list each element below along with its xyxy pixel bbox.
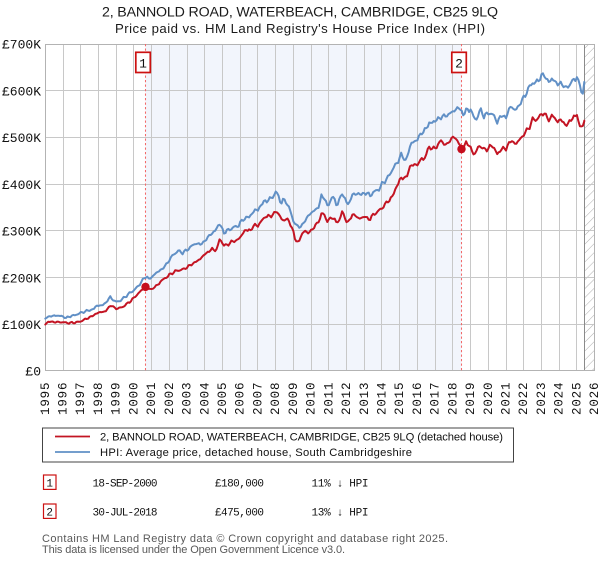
svg-text:1995: 1995 <box>39 383 53 416</box>
svg-text:HPI: Average price, detached h: HPI: Average price, detached house, Sout… <box>100 447 412 459</box>
svg-text:2022: 2022 <box>517 383 531 416</box>
svg-text:2000: 2000 <box>127 383 141 416</box>
svg-text:2016: 2016 <box>411 383 425 416</box>
svg-text:2025: 2025 <box>570 383 584 416</box>
svg-text:This data is licensed under th: This data is licensed under the Open Gov… <box>42 544 345 556</box>
svg-text:2: 2 <box>455 56 463 71</box>
svg-text:2001: 2001 <box>145 383 159 416</box>
svg-text:1: 1 <box>46 478 53 490</box>
svg-text:2019: 2019 <box>464 383 478 416</box>
svg-text:2: 2 <box>46 507 53 519</box>
svg-text:1999: 1999 <box>110 383 124 416</box>
svg-text:1998: 1998 <box>92 383 106 416</box>
svg-text:2010: 2010 <box>305 383 319 416</box>
svg-text:Contains HM Land Registry data: Contains HM Land Registry data © Crown c… <box>42 533 448 545</box>
svg-text:£300K: £300K <box>2 225 41 240</box>
svg-text:11% ↓ HPI: 11% ↓ HPI <box>312 479 369 491</box>
svg-text:1996: 1996 <box>57 383 71 416</box>
svg-text:£0: £0 <box>25 365 41 380</box>
svg-text:Price paid vs. HM Land Registr: Price paid vs. HM Land Registry's House … <box>115 21 485 36</box>
svg-text:2006: 2006 <box>234 383 248 416</box>
svg-text:2011: 2011 <box>322 383 336 416</box>
svg-text:£600K: £600K <box>2 84 41 99</box>
svg-text:2007: 2007 <box>251 383 265 416</box>
svg-text:2018: 2018 <box>446 383 460 416</box>
svg-text:2002: 2002 <box>163 383 177 416</box>
svg-text:2013: 2013 <box>358 383 372 416</box>
svg-text:£200K: £200K <box>2 271 41 286</box>
svg-text:£100K: £100K <box>2 318 41 333</box>
svg-text:2015: 2015 <box>393 383 407 416</box>
svg-text:£400K: £400K <box>2 178 41 193</box>
svg-text:2014: 2014 <box>376 383 390 416</box>
svg-text:2009: 2009 <box>287 383 301 416</box>
svg-text:2021: 2021 <box>500 383 514 416</box>
svg-text:2026: 2026 <box>588 383 600 416</box>
svg-text:13% ↓ HPI: 13% ↓ HPI <box>312 508 369 520</box>
svg-text:2012: 2012 <box>340 383 354 416</box>
svg-text:£500K: £500K <box>2 131 41 146</box>
svg-text:2020: 2020 <box>482 383 496 416</box>
svg-text:2023: 2023 <box>535 383 549 416</box>
svg-text:£180,000: £180,000 <box>215 479 264 491</box>
svg-text:£475,000: £475,000 <box>215 508 264 520</box>
svg-text:2003: 2003 <box>181 383 195 416</box>
svg-text:1997: 1997 <box>74 383 88 416</box>
svg-text:2024: 2024 <box>553 383 567 416</box>
svg-text:2, BANNOLD ROAD, WATERBEACH, C: 2, BANNOLD ROAD, WATERBEACH, CAMBRIDGE, … <box>102 5 498 21</box>
svg-text:18-SEP-2000: 18-SEP-2000 <box>93 479 158 491</box>
svg-text:£700K: £700K <box>2 38 41 53</box>
svg-text:2, BANNOLD ROAD, WATERBEACH, C: 2, BANNOLD ROAD, WATERBEACH, CAMBRIDGE, … <box>100 432 503 444</box>
svg-text:30-JUL-2018: 30-JUL-2018 <box>93 508 158 520</box>
svg-text:2004: 2004 <box>198 383 212 416</box>
svg-text:2008: 2008 <box>269 383 283 416</box>
svg-text:1: 1 <box>139 56 147 71</box>
svg-text:2005: 2005 <box>216 383 230 416</box>
svg-text:2017: 2017 <box>429 383 443 416</box>
